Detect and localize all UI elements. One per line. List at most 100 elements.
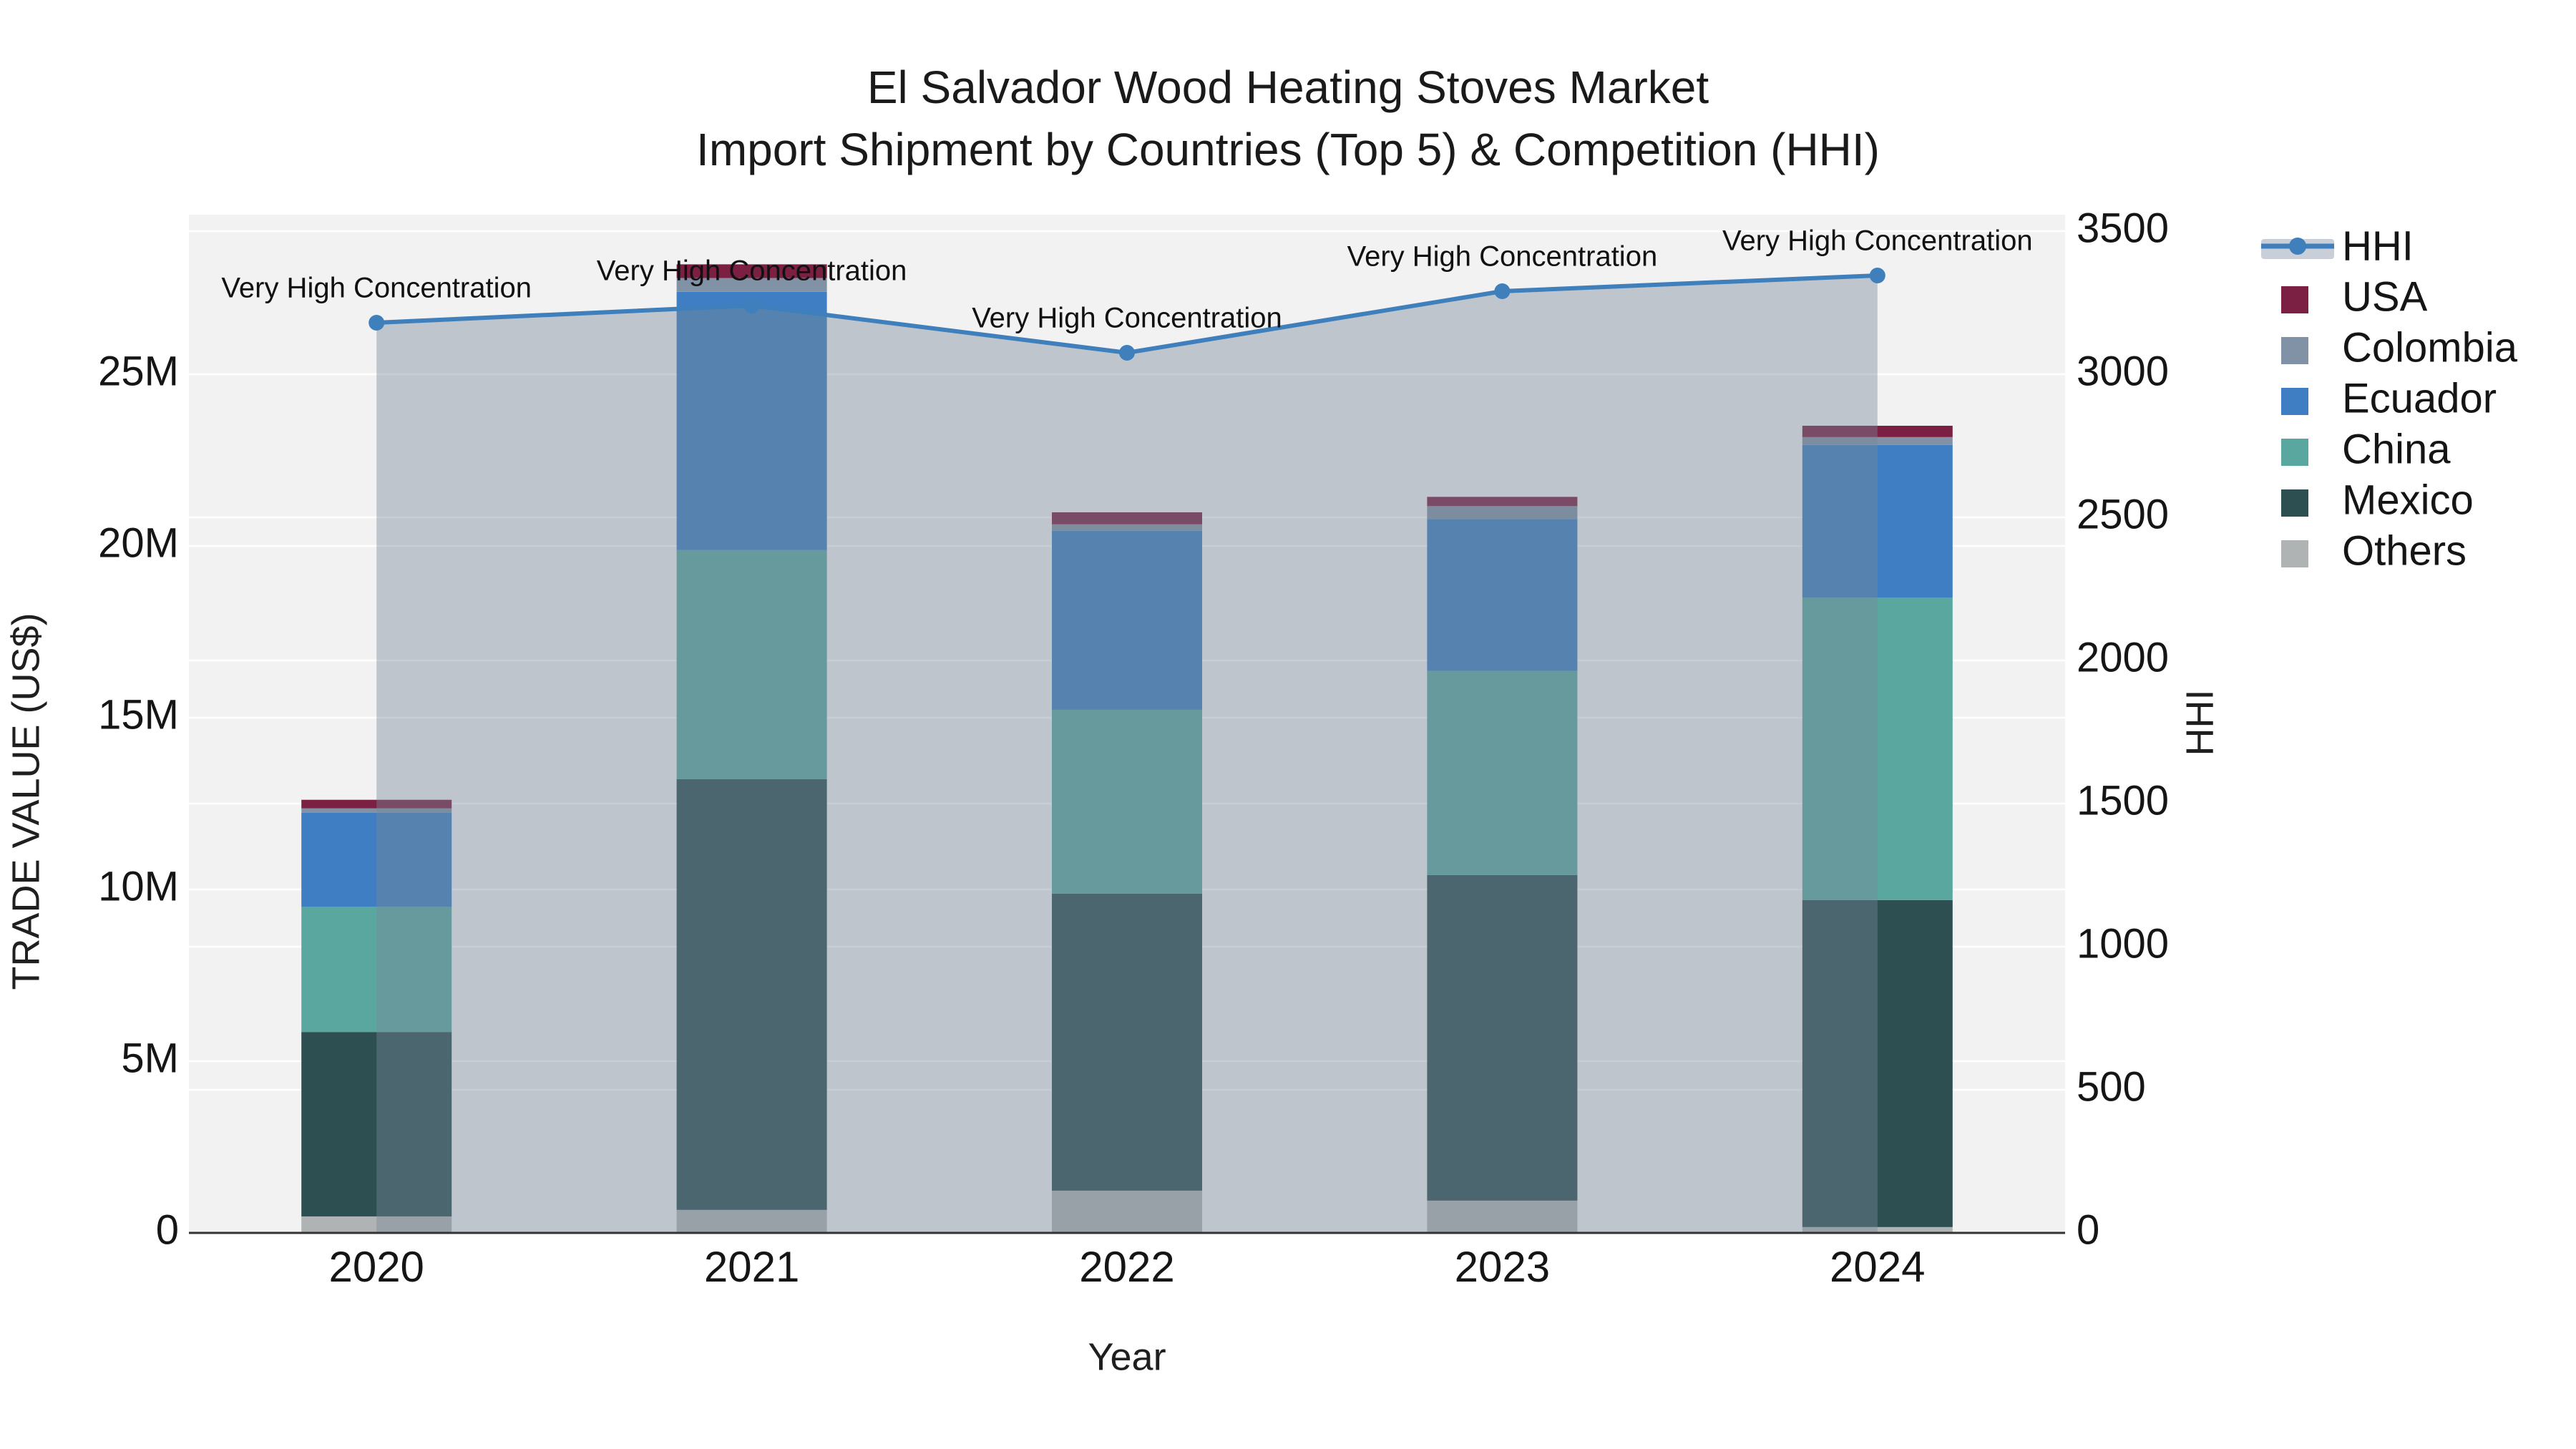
annotation-2020: Very High Concentration [221,273,532,304]
right-tick-2500: 2500 [2077,491,2169,537]
x-tick-2020: 2020 [328,1243,424,1291]
left-tick-15M: 15M [98,691,179,738]
x-tick-2024: 2024 [1830,1243,1925,1291]
legend-label-ecuador: Ecuador [2342,375,2497,421]
legend-item-usa[interactable]: USA [2281,273,2428,320]
right-axis-title: HHI [2178,690,2221,756]
legend-swatch-colombia [2281,337,2308,364]
annotation-2024: Very High Concentration [1722,225,2033,257]
hhi-area-fill-layer [376,275,1878,1233]
right-tick-3000: 3000 [2077,348,2169,394]
bar-segment-others-2022 [1052,1190,1202,1233]
bar-segment-others-2023 [1427,1200,1578,1233]
legend-label-hhi: HHI [2342,223,2414,269]
legend-item-others[interactable]: Others [2281,527,2467,574]
x-axis-tick-labels: 2020 2021 2022 2023 2024 [328,1243,1925,1291]
bar-segment-mexico-2023 [1427,874,1578,1201]
bar-segment-china-2023 [1427,670,1578,875]
legend-swatch-ecuador [2281,388,2308,415]
chart-title-line2: Import Shipment by Countries (Top 5) & C… [696,124,1880,175]
hhi-marker-2022 [1119,345,1135,361]
legend-swatch-mexico [2281,489,2308,517]
legend-swatch-china [2281,439,2308,466]
legend-item-hhi[interactable]: HHI [2261,223,2414,269]
bar-segment-ecuador-2024 [1802,444,1953,597]
legend-item-ecuador[interactable]: Ecuador [2281,375,2497,421]
hhi-line-layer [369,268,1885,361]
annotation-2021: Very High Concentration [597,255,907,287]
bar-stack-2021 [676,264,827,1233]
bar-segment-mexico-2024 [1802,899,1953,1227]
left-axis-title: TRADE VALUE (US$) [4,613,47,990]
bar-segment-others-2020 [301,1216,452,1233]
x-tick-2021: 2021 [704,1243,799,1291]
bar-segment-mexico-2022 [1052,893,1202,1191]
bar-segment-usa-2020 [301,799,452,809]
bar-stack-2020 [301,799,452,1233]
bar-segment-ecuador-2022 [1052,530,1202,710]
chart-title-line1: El Salvador Wood Heating Stoves Market [867,62,1709,113]
bar-segment-colombia-2023 [1427,506,1578,519]
bar-segment-others-2021 [676,1209,827,1233]
x-tick-2022: 2022 [1079,1243,1174,1291]
stacked-bars-layer [301,264,1953,1233]
bar-segment-china-2021 [676,550,827,779]
left-axis-tick-labels: 0 5M 10M 15M 20M 25M [98,348,179,1253]
bar-stack-2022 [1052,512,1202,1233]
bar-segment-usa-2023 [1427,497,1578,507]
legend-label-others: Others [2342,527,2467,574]
bar-segment-colombia-2020 [301,808,452,813]
right-tick-1500: 1500 [2077,777,2169,824]
bar-segment-china-2020 [301,907,452,1033]
legend-swatch-usa [2281,286,2308,313]
bar-segment-mexico-2021 [676,779,827,1210]
left-tick-20M: 20M [98,519,179,566]
left-tick-0: 0 [156,1206,179,1253]
right-tick-3500: 3500 [2077,205,2169,251]
right-tick-500: 500 [2077,1063,2146,1110]
right-tick-0: 0 [2077,1206,2099,1253]
legend-label-china: China [2342,426,2451,472]
left-tick-25M: 25M [98,348,179,394]
legend-hhi-marker-swatch [2289,238,2306,255]
annotations-layer: Very High Concentration Very High Concent… [221,225,2032,334]
hhi-area-fill [376,275,1878,1233]
hhi-marker-2020 [369,315,385,331]
right-axis-tick-labels: 0 500 1000 1500 2000 2500 3000 3500 [2077,205,2169,1253]
bar-segment-colombia-2022 [1052,524,1202,531]
x-tick-2023: 2023 [1455,1243,1550,1291]
annotation-2023: Very High Concentration [1347,241,1658,273]
hhi-marker-2023 [1494,283,1511,299]
bar-segment-china-2024 [1802,597,1953,900]
bar-segment-mexico-2020 [301,1032,452,1216]
bar-segment-ecuador-2020 [301,812,452,907]
left-tick-10M: 10M [98,863,179,909]
bar-segment-usa-2022 [1052,512,1202,525]
legend-label-colombia: Colombia [2342,324,2518,371]
right-tick-2000: 2000 [2077,634,2169,680]
bar-segment-ecuador-2021 [676,291,827,550]
x-axis-title: Year [1088,1335,1166,1378]
legend-item-china[interactable]: China [2281,426,2451,472]
bar-segment-usa-2021 [676,264,827,278]
hhi-marker-2021 [743,298,760,313]
bar-stack-2023 [1427,497,1578,1233]
bar-segment-ecuador-2023 [1427,519,1578,671]
legend-label-mexico: Mexico [2342,477,2474,523]
annotation-2022: Very High Concentration [972,303,1282,334]
bar-segment-others-2024 [1802,1226,1953,1233]
bar-segment-colombia-2021 [676,278,827,292]
right-tick-1000: 1000 [2077,920,2169,967]
legend-swatch-others [2281,540,2308,567]
left-tick-5M: 5M [121,1035,179,1081]
bar-segment-colombia-2024 [1802,436,1953,445]
bar-stack-2024 [1802,426,1953,1233]
legend-item-mexico[interactable]: Mexico [2281,477,2474,523]
hhi-marker-2024 [1869,268,1885,283]
legend-item-colombia[interactable]: Colombia [2281,324,2518,371]
legend-label-usa: USA [2342,273,2428,320]
bar-segment-usa-2024 [1802,426,1953,437]
